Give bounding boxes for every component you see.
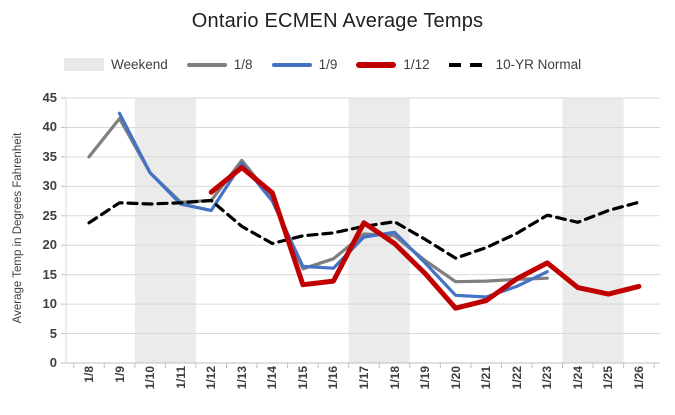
y-axis-title: Average Temp in Degrees Fahrenheit <box>12 132 24 324</box>
legend-item-run-1-12: 1/12 <box>356 57 430 72</box>
legend-swatch-run-1-9 <box>271 62 312 67</box>
x-tick-label: 1/9 <box>112 366 127 383</box>
x-tick-label: 1/11 <box>173 366 188 389</box>
y-tick-label: 15 <box>42 266 57 282</box>
legend-label-weekend: Weekend <box>111 57 168 72</box>
legend-label-run-1-9: 1/9 <box>318 57 338 72</box>
legend-item-run-1-9: 1/9 <box>271 57 338 72</box>
legend-item-ten-yr-normal: 10-YR Normal <box>448 57 582 72</box>
y-tick-label: 30 <box>42 178 57 194</box>
series-line-1-9 <box>117 111 549 299</box>
x-tick-label: 1/24 <box>570 366 585 390</box>
x-tick-label: 1/13 <box>234 366 249 390</box>
x-tick-label: 1/8 <box>82 366 96 383</box>
y-tick-label: 20 <box>42 237 57 253</box>
y-tick-label: 0 <box>49 355 57 370</box>
x-tick-label: 1/20 <box>448 366 463 390</box>
y-tick-label: 35 <box>42 148 57 164</box>
legend-swatch-run-1-12 <box>356 61 397 68</box>
y-tick-label: 40 <box>42 119 57 135</box>
series-line-10-yr-normal <box>87 198 641 260</box>
x-tick-label: 1/18 <box>387 366 402 390</box>
x-tick-label: 1/26 <box>631 366 646 390</box>
series-line-1-12 <box>208 165 642 311</box>
weekend-band <box>562 98 624 363</box>
chart-title: Ontario ECMEN Average Temps <box>191 10 484 32</box>
y-tick-label: 25 <box>42 207 57 223</box>
x-tick-label: 1/14 <box>265 366 280 390</box>
legend-swatch-weekend <box>64 58 104 71</box>
legend-label-run-1-12: 1/12 <box>403 57 430 72</box>
x-tick-label: 1/12 <box>204 366 219 390</box>
legend-swatch-run-1-8 <box>186 62 227 67</box>
x-tick-label: 1/21 <box>479 366 494 390</box>
x-tick-label: 1/15 <box>295 366 310 390</box>
x-tick-label: 1/17 <box>356 366 371 390</box>
legend-swatch-ten-yr-normal <box>448 62 489 67</box>
weekend-band <box>134 98 196 363</box>
x-tick-label: 1/23 <box>540 366 555 390</box>
x-tick-label: 1/19 <box>418 366 433 390</box>
legend-label-run-1-8: 1/8 <box>233 57 253 72</box>
x-tick-label: 1/25 <box>601 366 616 390</box>
y-tick-label: 5 <box>49 325 57 341</box>
legend-label-ten-yr-normal: 10-YR Normal <box>495 57 582 72</box>
y-tick-label: 45 <box>42 90 57 105</box>
x-tick-label: 1/10 <box>143 366 158 390</box>
legend-item-weekend: Weekend <box>64 57 168 72</box>
legend-item-run-1-8: 1/8 <box>186 57 253 72</box>
chart-legend: Weekend 1/8 1/9 1/12 10-YR Normal <box>64 57 581 72</box>
x-tick-label: 1/16 <box>326 366 341 390</box>
x-tick-label: 1/22 <box>509 366 524 390</box>
y-tick-label: 10 <box>42 296 57 312</box>
